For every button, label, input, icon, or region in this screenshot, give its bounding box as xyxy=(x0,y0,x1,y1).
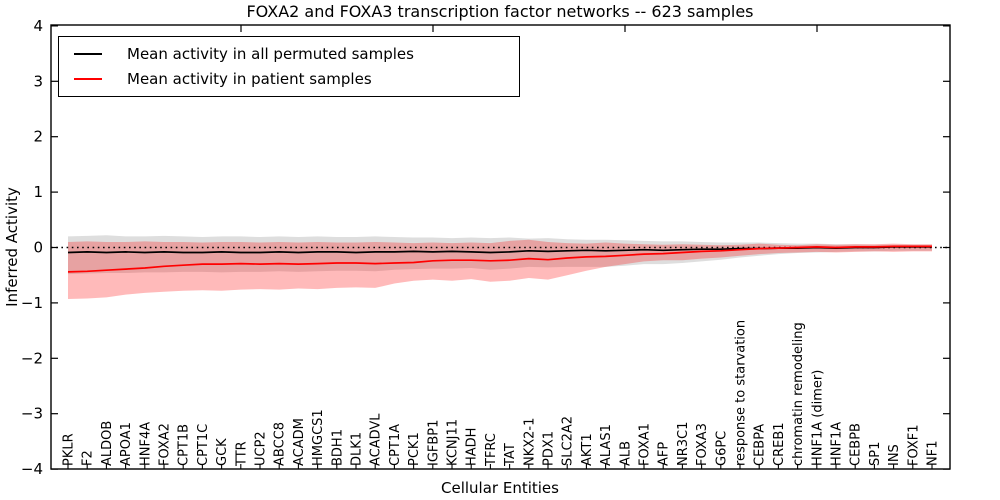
chart-title: FOXA2 and FOXA3 transcription factor net… xyxy=(246,2,754,21)
y-tick-label: −4 xyxy=(21,460,43,478)
x-tick-label: PKLR xyxy=(62,433,77,466)
x-tick-label: CEBPB xyxy=(849,423,864,466)
x-tick-label: AFP xyxy=(657,442,672,466)
y-axis-title: Inferred Activity xyxy=(3,187,21,307)
x-tick-label: TTR xyxy=(234,441,249,467)
x-tick-label: CPT1C xyxy=(196,424,211,466)
x-tick-label: BDH1 xyxy=(330,429,345,466)
x-tick-label: UCP2 xyxy=(254,431,269,466)
x-tick-label: PCK1 xyxy=(407,432,422,466)
legend-label-permuted: Mean activity in all permuted samples xyxy=(127,44,414,63)
x-tick-label: FOXA3 xyxy=(695,423,710,466)
x-tick-label: response to starvation xyxy=(734,320,749,466)
x-tick-label: TAT xyxy=(503,443,518,467)
x-tick-label: ALDOB xyxy=(100,421,115,466)
x-tick-label: PDX1 xyxy=(542,431,557,466)
patient-range-band xyxy=(68,239,932,299)
x-tick-label: AKT1 xyxy=(580,433,595,466)
y-tick-label: 0 xyxy=(33,239,43,257)
x-tick-label: FOXF1 xyxy=(906,424,921,466)
y-tick-label: 3 xyxy=(33,72,43,90)
top-axis-ticks xyxy=(240,25,818,32)
x-axis-title: Cellular Entities xyxy=(441,479,559,497)
x-tick-label: NKX2-1 xyxy=(522,418,537,466)
x-tick-label: GCK xyxy=(215,438,230,466)
legend-label-patient: Mean activity in patient samples xyxy=(127,70,372,89)
x-tick-label: NR3C1 xyxy=(676,422,691,466)
x-tick-label: G6PC xyxy=(714,431,729,466)
x-tick-label: chromatin remodeling xyxy=(791,322,806,466)
x-tick-label: HMGCS1 xyxy=(311,409,326,466)
x-tick-label: ALB xyxy=(618,441,633,466)
permuted-line-swatch-icon xyxy=(74,52,102,55)
legend-item-patient: Mean activity in patient samples xyxy=(74,70,519,88)
x-tick-label: NF1 xyxy=(926,441,941,466)
y-tick-label: 2 xyxy=(33,128,43,146)
x-tick-label: HNF4A xyxy=(138,422,153,466)
x-tick-label: DLK1 xyxy=(350,432,365,466)
legend: Mean activity in all permuted samples Me… xyxy=(58,36,520,97)
x-tick-label: ALAS1 xyxy=(599,424,614,466)
x-tick-label: SP1 xyxy=(868,442,883,466)
y-axis-ticks: 4 3 2 1 0 −1 −2 −3 −4 xyxy=(21,17,950,478)
legend-item-permuted: Mean activity in all permuted samples xyxy=(74,45,519,63)
x-tick-label: F2 xyxy=(81,450,96,466)
patient-mean-line xyxy=(67,245,932,273)
patient-line-swatch-icon xyxy=(74,78,102,81)
x-tick-label: TFRC xyxy=(484,433,499,467)
y-tick-label: 1 xyxy=(33,183,43,201)
x-tick-label: FOXA1 xyxy=(638,423,653,466)
x-tick-label: SLC2A2 xyxy=(561,416,576,466)
y-tick-label: −1 xyxy=(21,294,43,312)
x-tick-label: CREB1 xyxy=(772,422,787,466)
x-tick-label: CEBPA xyxy=(753,424,768,466)
x-tick-label: APOA1 xyxy=(119,422,134,466)
x-tick-label: CPT1A xyxy=(388,424,403,466)
x-tick-label: ABCC8 xyxy=(273,422,288,466)
x-axis-ticks: PKLR F2 ALDOB APOA1 HNF4A FOXA2 CPT1B CPT1C GCK T… xyxy=(62,320,941,469)
y-tick-label: 4 xyxy=(33,17,43,35)
x-tick-label: INS xyxy=(887,444,902,466)
y-tick-label: −3 xyxy=(21,405,43,423)
x-tick-label: CPT1B xyxy=(177,424,192,466)
x-tick-label: ACADM xyxy=(292,418,307,466)
y-tick-label: −2 xyxy=(21,349,43,367)
x-tick-label: IGFBP1 xyxy=(426,420,441,466)
x-tick-label: HNF1A xyxy=(830,422,845,466)
x-tick-label: FOXA2 xyxy=(158,423,173,466)
x-tick-label: KCNJ11 xyxy=(446,419,461,466)
x-tick-label: ACADVL xyxy=(369,413,384,466)
x-tick-label: HNF1A (dimer) xyxy=(810,370,825,466)
x-tick-label: HADH xyxy=(465,428,480,466)
